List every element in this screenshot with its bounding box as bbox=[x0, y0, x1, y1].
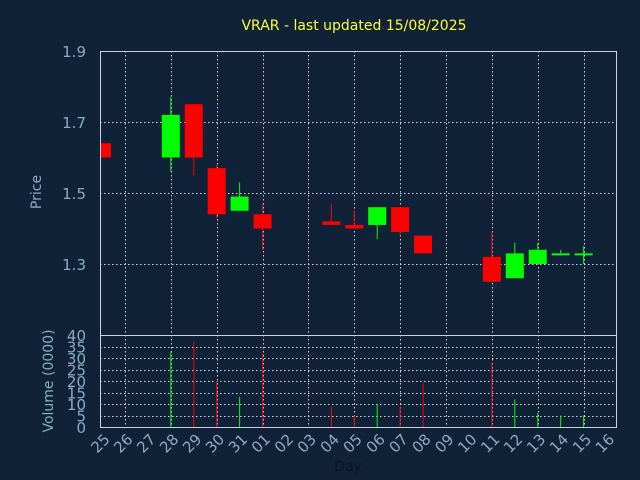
volume-tick-label: 20 bbox=[67, 373, 86, 391]
volume-tick-label: 5 bbox=[76, 408, 86, 426]
candle-body bbox=[345, 224, 364, 229]
volume-axis-label: Volume (0000) bbox=[41, 329, 57, 432]
candle-body bbox=[414, 235, 433, 254]
candle-body bbox=[505, 253, 524, 279]
candle-body bbox=[528, 249, 547, 264]
volume-tick-label: 40 bbox=[67, 327, 86, 345]
x-tick-label: 16 bbox=[592, 430, 618, 456]
candle-body bbox=[482, 256, 501, 282]
price-plot-frame bbox=[100, 51, 617, 336]
candle-body bbox=[253, 214, 272, 229]
volume-tick-label: 30 bbox=[67, 350, 86, 368]
volume-tick-label: 0 bbox=[76, 419, 86, 437]
candle-body bbox=[574, 253, 593, 256]
candle-body bbox=[230, 196, 249, 211]
candle-body bbox=[322, 221, 341, 225]
candle-body bbox=[391, 207, 410, 233]
volume-tick-label: 25 bbox=[67, 362, 86, 380]
tick-labels: 1.31.51.71.90510152025303540252627282930… bbox=[62, 43, 618, 457]
price-tick-label: 1.5 bbox=[62, 185, 86, 203]
chart-title: VRAR - last updated 15/08/2025 bbox=[241, 18, 466, 34]
candle-body bbox=[551, 253, 570, 256]
candles bbox=[100, 97, 593, 282]
price-axis-label: Price bbox=[29, 175, 45, 209]
x-axis-label: Day bbox=[334, 459, 362, 475]
candle-body bbox=[368, 207, 387, 225]
volume-tick-label: 35 bbox=[67, 339, 86, 357]
price-tick-label: 1.3 bbox=[62, 256, 86, 274]
candle-body bbox=[161, 114, 180, 158]
volume-plot-frame bbox=[100, 335, 617, 428]
volume-tick-label: 10 bbox=[67, 396, 86, 414]
volume-bars bbox=[170, 341, 585, 427]
candle-body bbox=[184, 104, 203, 158]
candle-body bbox=[100, 143, 111, 158]
candle-body bbox=[207, 168, 226, 215]
grid-layer bbox=[100, 51, 616, 428]
price-tick-label: 1.9 bbox=[62, 43, 86, 61]
price-tick-label: 1.7 bbox=[62, 114, 86, 132]
volume-tick-label: 15 bbox=[67, 385, 86, 403]
